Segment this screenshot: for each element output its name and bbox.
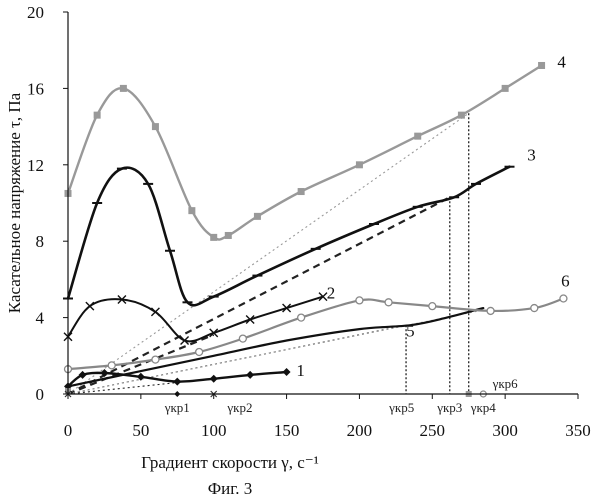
x-axis-label: Градиент скорости γ, с⁻¹ [141,453,319,472]
series-6-point [196,348,203,355]
figure-caption: Фиг. 3 [208,479,253,498]
critical-label: γкр5 [388,400,414,415]
series-4-point [94,112,101,119]
series-6-point [560,295,567,302]
series-4-point [188,207,195,214]
x-tick-label: 150 [274,421,300,440]
series-4-point [458,112,465,119]
series-4-point [152,123,159,130]
critical-label: γкр2 [226,400,252,415]
series-6-point [298,314,305,321]
series-4-point [356,161,363,168]
critical-label: γкр3 [436,400,462,415]
series-2-tangent-line [68,335,214,394]
series-1-point [246,371,254,379]
series-3-line [68,167,510,306]
series-2-label: 2 [327,284,336,303]
series-6-point [152,356,159,363]
series-6-point [239,335,246,342]
critical-label: γкр4 [470,400,497,415]
series-4-point [298,188,305,195]
critical-label: γкр6 [492,376,519,391]
x-tick-label: 350 [565,421,591,440]
series-1-point [283,368,291,376]
x-tick-label: 250 [420,421,446,440]
y-tick-label: 12 [27,156,44,175]
y-axis-label: Касательное напряжение τ, Па [5,92,24,313]
x-tick-label: 50 [132,421,149,440]
series-6-point [429,303,436,310]
series-1-point [210,375,218,383]
y-tick-label: 4 [36,309,45,328]
series-2-point [86,302,94,310]
series-6-point [531,305,538,312]
y-tick-label: 8 [36,232,45,251]
series-2-point [151,308,159,316]
series-4-tangent-line [68,113,469,394]
x-tick-label: 200 [347,421,373,440]
series-6-point [385,299,392,306]
series-6-point [487,307,494,314]
y-tick-label: 16 [27,79,44,98]
y-tick-label: 0 [36,385,45,404]
series-4-point [254,213,261,220]
series-4-point [210,234,217,241]
series-5-label: 5 [406,322,415,341]
series-1-label: 1 [296,361,305,380]
x-tick-label: 300 [492,421,518,440]
x-tick-label: 100 [201,421,227,440]
series-4-point [538,62,545,69]
series-3-label: 3 [527,146,536,165]
series-4-line [68,66,542,240]
series-4-point [414,133,421,140]
series-4-point [120,85,127,92]
critical-label: γкр1 [164,400,190,415]
series-6-point [356,297,363,304]
series-4-label: 4 [557,52,566,71]
series-1-point [173,378,181,386]
series-6-label: 6 [561,272,570,291]
series-6-point [108,362,115,369]
series-4-point [502,85,509,92]
y-tick-label: 20 [27,3,44,22]
series-4-point [225,232,232,239]
series-2-line [68,297,323,342]
x-tick-label: 0 [64,421,73,440]
